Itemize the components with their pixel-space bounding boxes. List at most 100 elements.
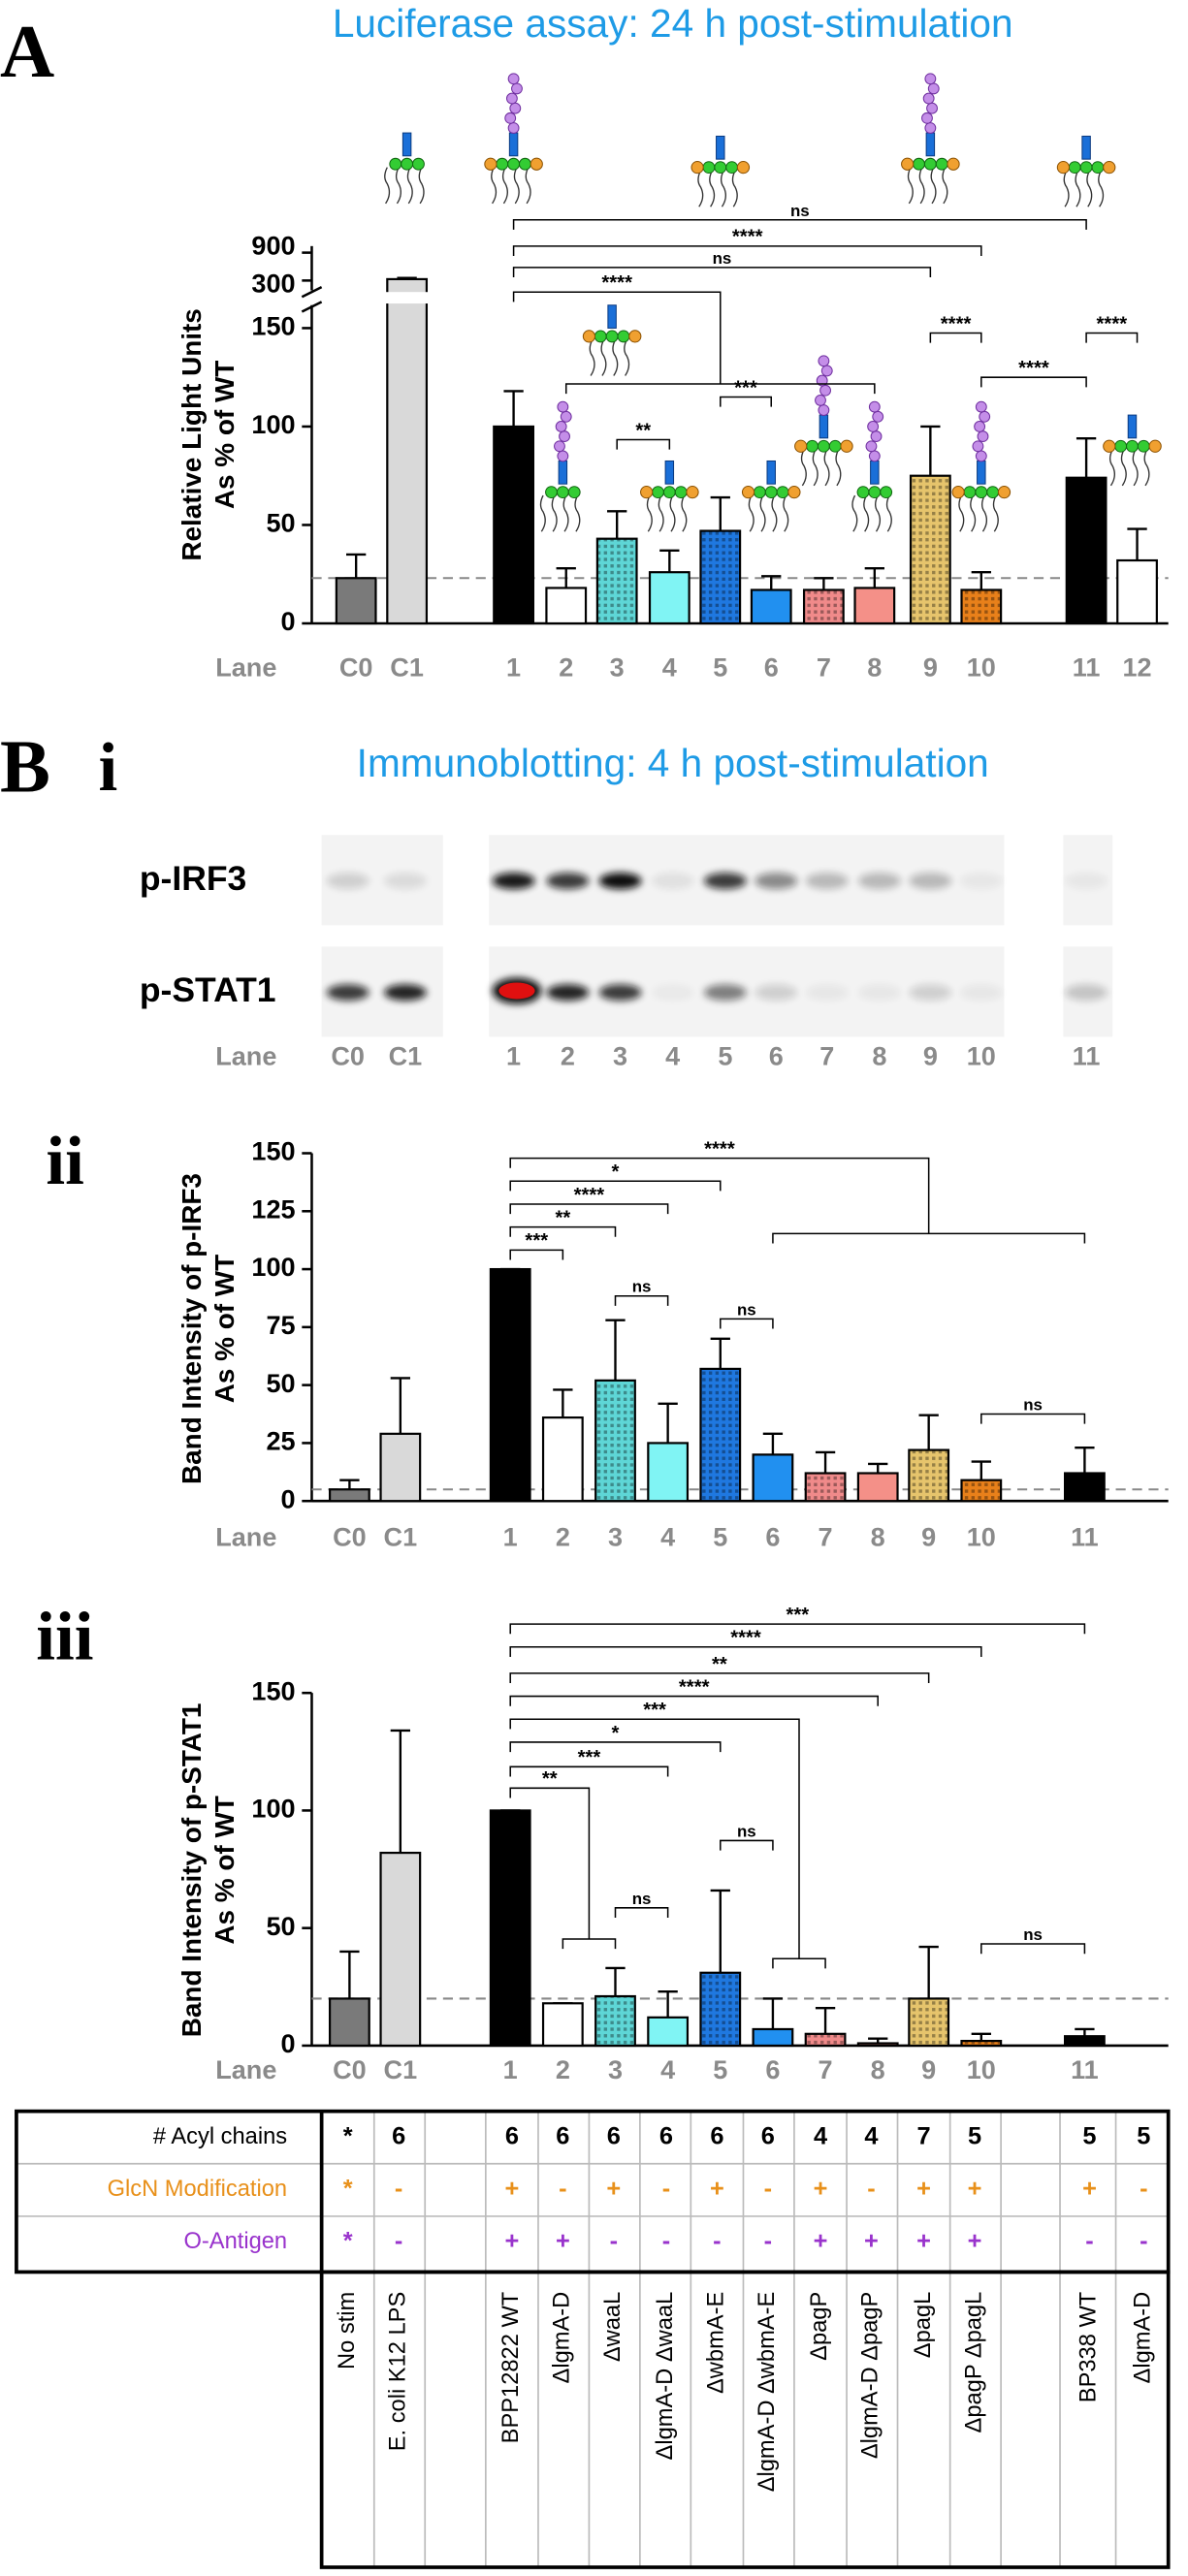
y-tick-label: 50 (266, 508, 295, 538)
x-tick-label: C0 (331, 1041, 365, 1071)
strain-name: ΔwaaL (600, 2292, 626, 2362)
bar (648, 571, 690, 625)
blot-band (383, 873, 427, 890)
bar (541, 1416, 584, 1503)
y-axis-label: Relative Light Units (177, 308, 207, 561)
table-cell: 6 (505, 2122, 519, 2149)
sig-bracket (616, 438, 671, 450)
bar (1065, 476, 1108, 625)
x-tick-label: 2 (559, 652, 573, 683)
x-tick-label: 9 (923, 1041, 938, 1071)
bar (1064, 1472, 1106, 1503)
y-tick-label: 150 (251, 1675, 295, 1705)
x-tick-label: 11 (1073, 1041, 1101, 1071)
strain-name: ΔpagL (911, 2292, 936, 2358)
table-border (319, 2270, 1171, 2569)
x-tick-label: 3 (608, 2054, 623, 2084)
table-cell: - (1140, 2176, 1147, 2203)
blot-band (909, 873, 952, 890)
x-tick-label: 7 (819, 1041, 834, 1071)
bar (545, 587, 588, 625)
x-tick-label: 7 (819, 2054, 833, 2084)
blot-band-saturated (498, 982, 535, 1000)
sig-label: *** (578, 1747, 601, 1768)
sig-bracket (614, 1907, 669, 1918)
sig-label: *** (525, 1230, 548, 1252)
bar (489, 1267, 531, 1503)
x-tick-label: 7 (817, 652, 831, 683)
table-cell: * (343, 2122, 353, 2149)
sig-label: **** (704, 1138, 735, 1160)
strain-name: ΔwbmA-E (704, 2292, 729, 2394)
blot-band (326, 873, 369, 890)
blot-band (755, 873, 798, 890)
sig-label: ** (712, 1654, 727, 1675)
x-tick-label: 1 (503, 2054, 518, 2084)
blot-band (703, 873, 747, 890)
x-tick-label: C1 (384, 2054, 418, 2084)
sig-bracket (509, 1718, 826, 1969)
table-row-label: # Acyl chains (153, 2124, 287, 2149)
bar-hatch (595, 1996, 635, 2046)
y-tick-label: 900 (251, 231, 295, 261)
table-cell: - (610, 2228, 618, 2255)
sig-label: *** (734, 377, 757, 398)
table-cell: * (343, 2176, 353, 2203)
x-tick-label: 4 (660, 2054, 675, 2084)
bar-hatch (961, 1479, 1002, 1502)
x-axis-label: Lane (215, 2054, 276, 2084)
bar (856, 2042, 899, 2048)
sig-bracket (980, 1943, 1086, 1955)
y-tick-label: 150 (251, 311, 295, 341)
x-tick-label: C0 (339, 652, 373, 683)
strain-name: ΔlgmA-D (1131, 2292, 1156, 2384)
strain-name: BPP12822 WT (498, 2292, 524, 2444)
x-tick-label: 8 (871, 2054, 885, 2084)
table-cell: 4 (814, 2122, 827, 2149)
blot-band (857, 873, 901, 890)
strain-name: ΔlgmA-D ΔwbmA-E (755, 2292, 780, 2493)
x-axis-label: Lane (215, 1041, 276, 1071)
bar (379, 1851, 422, 2048)
panel-label: i (99, 730, 118, 806)
sig-label: ns (632, 1890, 652, 1908)
y-axis-label: Band Intensity of p-STAT1 (177, 1703, 207, 2038)
table-cell: - (713, 2228, 721, 2255)
strain-name: BP338 WT (1076, 2292, 1102, 2402)
table-cell: + (814, 2228, 828, 2255)
bar (752, 2027, 794, 2048)
bar (386, 277, 429, 625)
x-tick-label: 3 (610, 652, 625, 683)
bar-hatch (909, 1449, 948, 1502)
blot-band (857, 984, 901, 1002)
x-tick-label: C0 (333, 1521, 367, 1551)
x-tick-label: 10 (967, 1521, 996, 1551)
blot-band (1065, 984, 1108, 1002)
x-tick-label: 8 (871, 1521, 885, 1551)
sig-label: **** (1097, 313, 1128, 334)
sig-label: ns (713, 249, 732, 268)
table-cell: + (504, 2228, 519, 2255)
x-tick-label: 4 (665, 1041, 680, 1071)
bar (750, 588, 792, 625)
sig-bracket (512, 218, 1087, 230)
blot-band (651, 984, 694, 1002)
x-tick-label: C1 (384, 1521, 418, 1551)
bar (1064, 2035, 1106, 2048)
strain-name: ΔpagP ΔpagL (961, 2292, 986, 2433)
table-cell: 7 (917, 2122, 931, 2149)
x-tick-label: 10 (967, 652, 996, 683)
x-tick-label: 6 (769, 1041, 784, 1071)
sig-bracket (512, 245, 982, 256)
table-cell: - (1140, 2228, 1147, 2255)
axis-break (301, 285, 323, 313)
sig-bracket (509, 1203, 669, 1215)
sig-bracket (509, 1225, 617, 1237)
sig-bracket (512, 267, 932, 277)
sig-label: **** (601, 272, 632, 294)
blot-band (326, 984, 369, 1002)
blot-band (546, 873, 590, 890)
bar (647, 2016, 690, 2048)
